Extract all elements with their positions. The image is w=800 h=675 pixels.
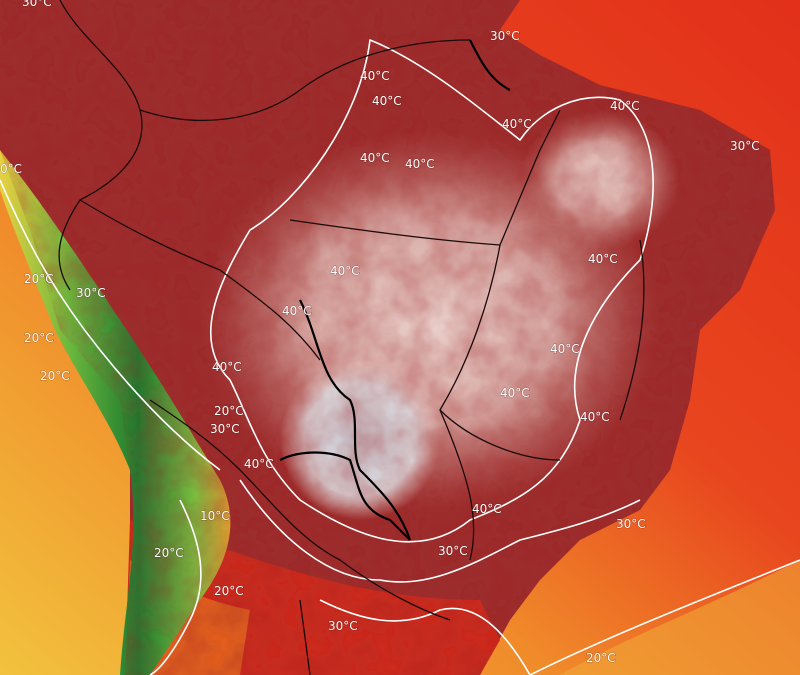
contour-label: 30°C bbox=[616, 517, 646, 531]
national-border bbox=[299, 299, 412, 541]
border bbox=[79, 199, 321, 361]
contour-label: 40°C bbox=[502, 117, 532, 131]
contour-label: 40°C bbox=[360, 69, 390, 83]
border bbox=[439, 244, 561, 461]
contour-label: 30°C bbox=[76, 286, 106, 300]
national-border bbox=[279, 451, 411, 541]
contour-10 bbox=[149, 499, 202, 675]
contour-label: 40°C bbox=[360, 151, 390, 165]
contour-label: 40°C bbox=[610, 99, 640, 113]
contour-label: 40°C bbox=[372, 94, 402, 108]
border bbox=[289, 109, 561, 246]
contour-label: 40°C bbox=[500, 386, 530, 400]
contour-40 bbox=[209, 39, 654, 543]
contour-label: 20°C bbox=[214, 584, 244, 598]
contour-label: 30°C bbox=[210, 422, 240, 436]
contour-label: 40°C bbox=[405, 157, 435, 171]
contour-label: 40°C bbox=[212, 360, 242, 374]
contour-label: 20°C bbox=[214, 404, 244, 418]
contour-label: 40°C bbox=[588, 252, 618, 266]
contour-label: 40°C bbox=[550, 342, 580, 356]
border bbox=[299, 599, 311, 675]
border bbox=[139, 39, 471, 122]
contour-20-ocean bbox=[529, 559, 800, 675]
contour-label: 30°C bbox=[730, 139, 760, 153]
contour-label: 20°C bbox=[154, 546, 184, 560]
contour-label: 20°C bbox=[586, 651, 616, 665]
contour-label: 30°C bbox=[490, 29, 520, 43]
ocean-cool bbox=[560, 560, 800, 675]
border bbox=[619, 239, 645, 421]
national-border bbox=[469, 39, 511, 91]
contour-label: 20°C bbox=[24, 272, 54, 286]
contour-label: 30°C bbox=[328, 619, 358, 633]
contour-label: 30°C bbox=[438, 544, 468, 558]
contour-label: 40°C bbox=[282, 304, 312, 318]
contour-label: 40°C bbox=[330, 264, 360, 278]
contour-labels: 30°C 30°C 40°C 40°C 40°C 40°C 40°C 40°C … bbox=[0, 0, 760, 666]
contour-30-coast bbox=[319, 599, 531, 675]
contour-label: 20°C bbox=[24, 331, 54, 345]
contour-label: 40°C bbox=[472, 502, 502, 516]
contour-20 bbox=[0, 179, 221, 471]
contour-label: 30°C bbox=[22, 0, 52, 9]
contour-label: 40°C bbox=[244, 457, 274, 471]
border bbox=[149, 399, 451, 621]
contour-label: 40°C bbox=[580, 410, 610, 424]
contour-30-south bbox=[239, 479, 641, 583]
contour-label: 0°C bbox=[0, 162, 22, 176]
contour-label: 10°C bbox=[200, 509, 230, 523]
contour-label: 20°C bbox=[40, 369, 70, 383]
border bbox=[439, 409, 475, 561]
border bbox=[58, 0, 143, 291]
